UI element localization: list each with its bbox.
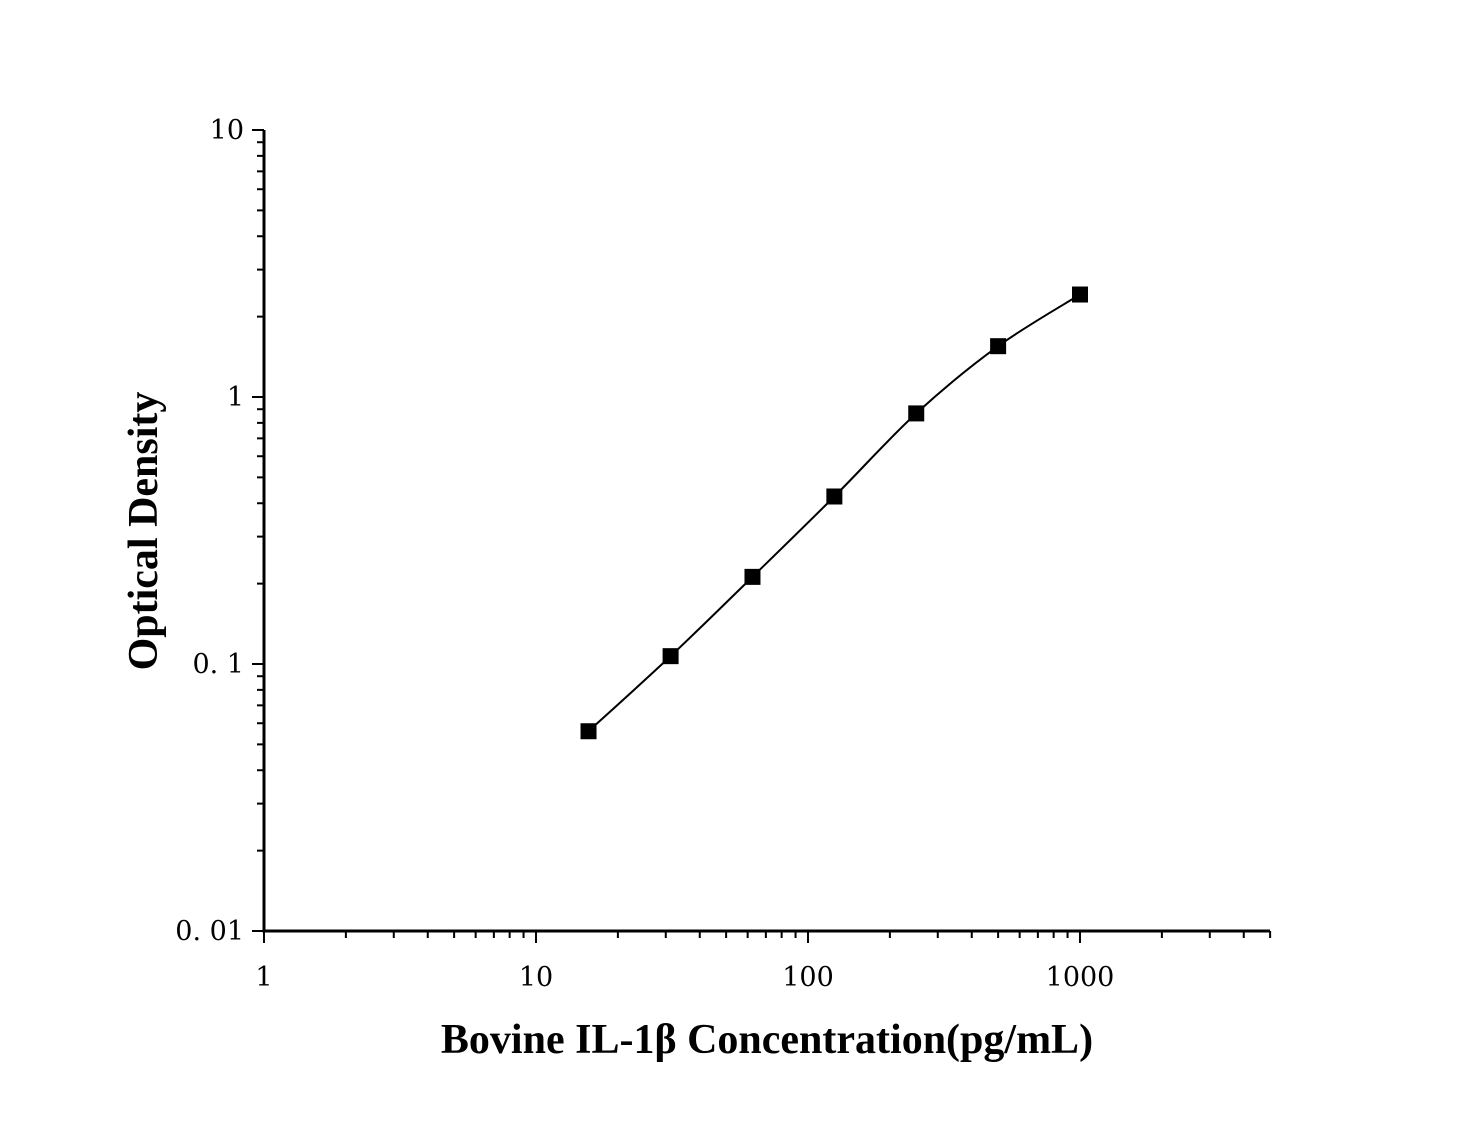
- y-tick-label: 0. 1: [192, 649, 244, 680]
- fit-curve: [587, 293, 1081, 732]
- tick-labels: 1 10 100 1000 0. 01 0. 1 1 10: [175, 115, 1114, 993]
- data-point: [990, 338, 1007, 355]
- data-point: [662, 648, 679, 665]
- data-point: [1072, 286, 1088, 303]
- x-tick-label: 100: [782, 962, 834, 993]
- x-tick-label: 10: [519, 962, 553, 993]
- data-point: [580, 723, 597, 740]
- y-tick-label: 10: [210, 115, 244, 146]
- x-tick-label: 1000: [1046, 962, 1115, 993]
- axis-ticks: [252, 129, 1272, 943]
- y-tick-label: 0. 01: [175, 916, 244, 947]
- data-point: [744, 568, 761, 585]
- y-axis-title: Optical Density: [121, 392, 167, 671]
- data-markers: [580, 286, 1088, 740]
- x-tick-label: 1: [255, 962, 272, 993]
- x-axis-title: Bovine IL-1β Concentration(pg/mL): [441, 1017, 1093, 1063]
- y-tick-label: 1: [227, 382, 244, 413]
- data-point: [908, 405, 925, 422]
- data-point: [826, 488, 843, 505]
